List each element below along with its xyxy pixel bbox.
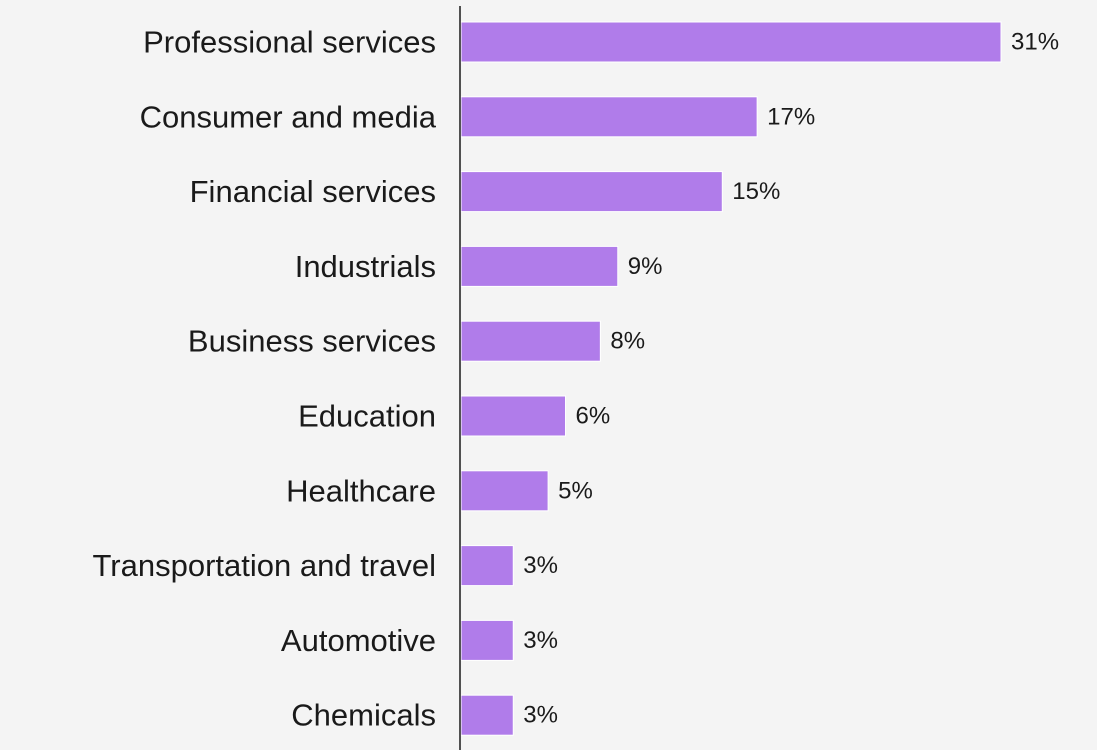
bar-healthcare — [460, 470, 549, 512]
category-label-automotive: Automotive — [281, 623, 436, 658]
bars-layer — [460, 21, 1002, 736]
value-label-healthcare: 5% — [558, 477, 593, 504]
category-label-education: Education — [298, 399, 436, 434]
bar-financial-services — [460, 171, 723, 213]
bar-chemicals — [460, 694, 514, 736]
bar-automotive — [460, 619, 514, 661]
bar-business-services — [460, 320, 601, 362]
value-label-education: 6% — [576, 403, 611, 430]
value-label-transportation-and-travel: 3% — [523, 552, 558, 579]
category-label-consumer-and-media: Consumer and media — [140, 99, 437, 134]
value-label-professional-services: 31% — [1011, 29, 1059, 56]
value-label-chemicals: 3% — [523, 702, 558, 729]
category-label-transportation-and-travel: Transportation and travel — [93, 548, 436, 583]
bar-industrials — [460, 245, 619, 287]
bar-transportation-and-travel — [460, 545, 514, 587]
category-labels-layer: Professional services Consumer and media F… — [93, 25, 437, 733]
category-label-professional-services: Professional services — [143, 25, 436, 60]
value-label-automotive: 3% — [523, 627, 558, 654]
value-label-industrials: 9% — [628, 253, 663, 280]
bar-consumer-and-media — [460, 96, 758, 138]
value-label-consumer-and-media: 17% — [767, 103, 815, 130]
value-labels-layer: 31% 17% 15% 9% 8% 6% 5% 3% 3% 3% — [523, 29, 1059, 729]
category-label-industrials: Industrials — [295, 249, 436, 284]
category-label-business-services: Business services — [188, 324, 436, 359]
bar-professional-services — [460, 21, 1002, 63]
value-label-business-services: 8% — [610, 328, 645, 355]
category-label-financial-services: Financial services — [190, 174, 436, 209]
value-label-financial-services: 15% — [732, 178, 780, 205]
category-label-chemicals: Chemicals — [291, 698, 436, 733]
category-label-healthcare: Healthcare — [286, 473, 436, 508]
bar-education — [460, 395, 567, 437]
